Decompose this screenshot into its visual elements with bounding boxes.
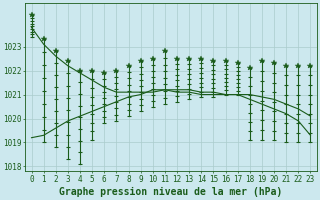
X-axis label: Graphe pression niveau de la mer (hPa): Graphe pression niveau de la mer (hPa) — [60, 186, 283, 197]
